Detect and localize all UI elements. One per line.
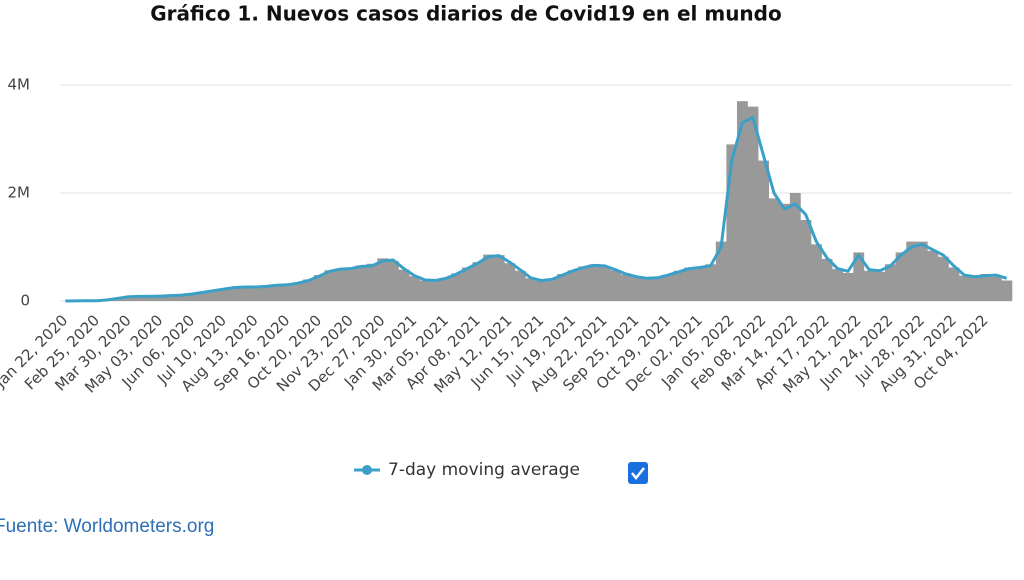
bar xyxy=(250,287,261,301)
bar xyxy=(843,273,854,301)
bar xyxy=(430,281,441,301)
bar xyxy=(589,264,600,301)
y-tick-label: 2M xyxy=(8,184,31,202)
bar xyxy=(377,258,388,301)
bar xyxy=(547,279,558,301)
bar xyxy=(663,275,674,301)
bar xyxy=(494,255,505,301)
source: Fuente: Worldometers.org xyxy=(0,516,214,537)
bar xyxy=(684,268,695,301)
bar xyxy=(568,270,579,301)
bar xyxy=(959,276,970,301)
bar xyxy=(885,264,896,301)
bar xyxy=(631,277,642,301)
bar xyxy=(1001,280,1012,301)
y-tick-label: 4M xyxy=(8,76,31,94)
bar xyxy=(758,161,769,301)
bar xyxy=(927,251,938,301)
bar xyxy=(642,279,653,301)
bar xyxy=(769,198,780,301)
bar xyxy=(991,277,1002,301)
bar xyxy=(610,270,621,301)
bar xyxy=(293,283,304,301)
bar xyxy=(420,280,431,301)
bar xyxy=(822,259,833,301)
y-tick-label: 0 xyxy=(20,292,30,310)
bar xyxy=(970,276,981,301)
bar xyxy=(938,257,949,301)
bar xyxy=(695,267,706,301)
bar xyxy=(346,268,357,301)
bar xyxy=(779,204,790,301)
bar xyxy=(335,269,346,301)
legend-checkbox[interactable] xyxy=(628,462,648,484)
bar xyxy=(525,278,536,301)
bar xyxy=(282,285,293,301)
bar xyxy=(652,277,663,301)
bar xyxy=(356,265,367,301)
bar xyxy=(504,263,515,301)
bar xyxy=(324,270,335,301)
legend-label: 7-day moving average xyxy=(388,460,580,480)
bar xyxy=(800,220,811,301)
bar xyxy=(388,261,399,301)
bar xyxy=(398,270,409,301)
bar xyxy=(917,242,928,301)
bar xyxy=(674,271,685,301)
bar xyxy=(367,264,378,301)
bar xyxy=(949,268,960,301)
bar xyxy=(261,286,272,301)
bar xyxy=(832,269,843,301)
bar xyxy=(980,274,991,301)
bar xyxy=(578,266,589,301)
bar xyxy=(621,275,632,301)
chart-title: Gráfico 1. Nuevos casos diarios de Covid… xyxy=(150,2,781,26)
bar xyxy=(272,285,283,301)
bar xyxy=(536,281,547,301)
bar xyxy=(864,271,875,301)
bar xyxy=(441,278,452,301)
bar xyxy=(599,266,610,301)
bar xyxy=(483,255,494,301)
bar xyxy=(705,264,716,301)
bar xyxy=(409,276,420,301)
legend-marker xyxy=(362,465,372,475)
bar xyxy=(240,287,251,301)
bar xyxy=(874,272,885,301)
bar xyxy=(811,244,822,301)
bar xyxy=(515,271,526,301)
bar xyxy=(451,273,462,301)
bar xyxy=(473,262,484,301)
bar xyxy=(462,268,473,301)
